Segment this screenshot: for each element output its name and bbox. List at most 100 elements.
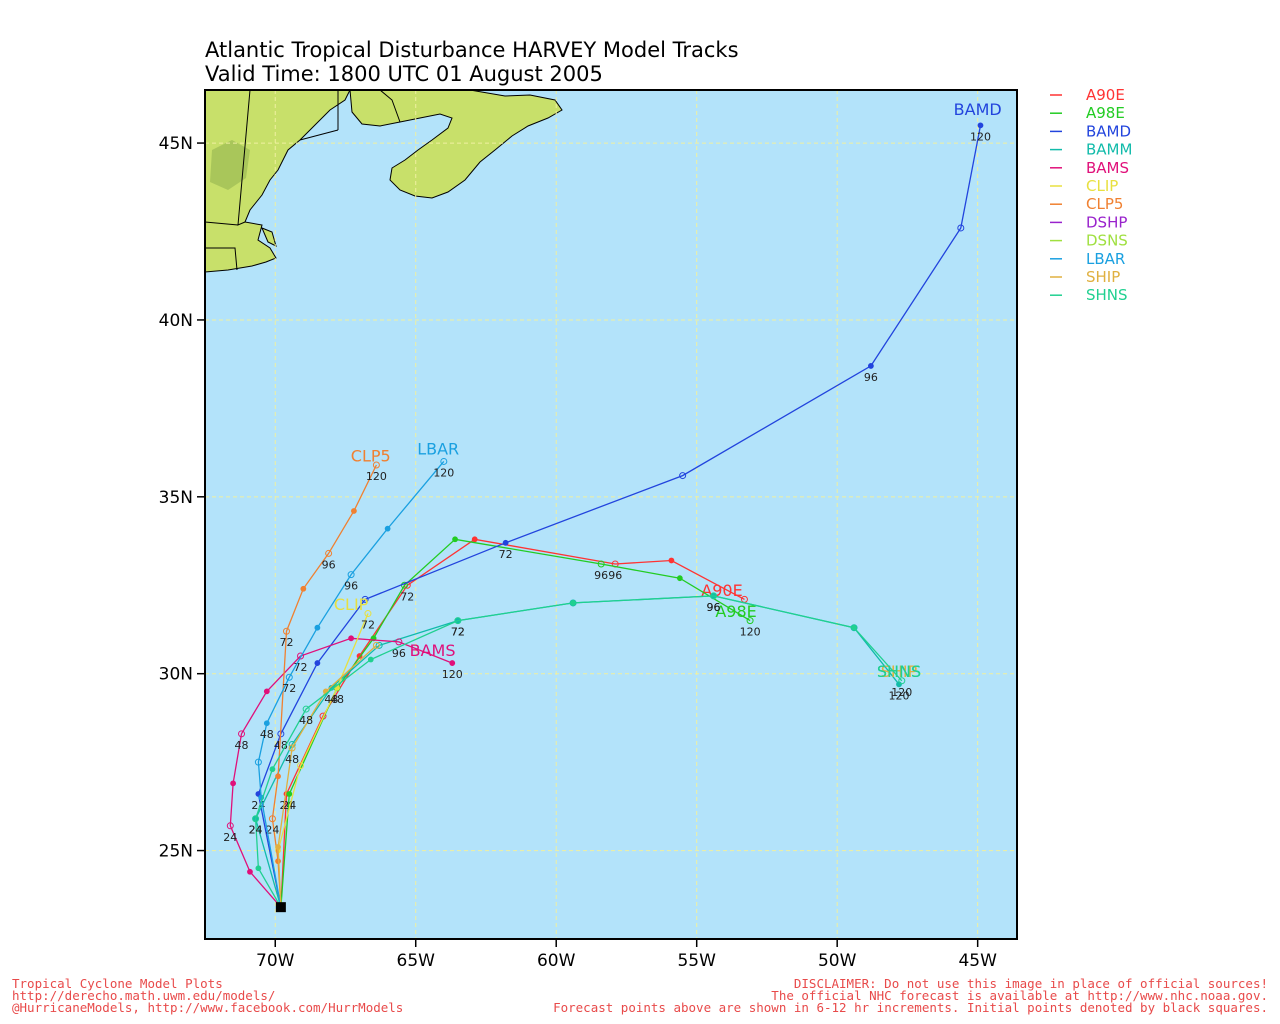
forecast-hour-label: 72: [451, 626, 465, 639]
legend-item-dshp: DSHP: [1086, 213, 1127, 231]
initial-point-marker: [275, 902, 286, 913]
track-point: [679, 472, 687, 480]
track-name-label: A98E: [715, 602, 756, 621]
forecast-hour-label: 96: [707, 601, 721, 614]
track-point: [850, 624, 858, 632]
legend-item-clp5: CLP5: [1086, 195, 1123, 213]
track-point: [275, 844, 281, 850]
track-point: [957, 224, 965, 232]
forecast-hour-label: 48: [260, 728, 274, 741]
forecast-hour-label: 72: [294, 661, 308, 674]
track-point: [395, 638, 403, 646]
legend-item-bamm: BAMM: [1086, 141, 1132, 159]
forecast-hour-label: 48: [285, 753, 299, 766]
track-point: [570, 600, 576, 606]
forecast-hour-label: 120: [433, 466, 454, 479]
track-name-label: LBAR: [417, 439, 459, 458]
track-point: [471, 536, 478, 543]
forecast-hour-label: 24: [282, 799, 296, 812]
forecast-hour-label: 120: [891, 686, 912, 699]
forecast-hour-label: 24: [249, 824, 263, 837]
track-point: [977, 122, 984, 129]
track-point: [597, 560, 605, 568]
forecast-hour-label: 96: [392, 647, 406, 660]
y-tick-label: 30N: [159, 665, 193, 685]
legend-item-dsns: DSNS: [1086, 232, 1128, 250]
track-point: [238, 730, 246, 738]
y-tick-label: 35N: [159, 488, 193, 508]
legend-item-lbar: LBAR: [1086, 250, 1125, 268]
track-point: [746, 617, 754, 625]
track-name-label: CLIP: [334, 595, 369, 614]
legend-item-bams: BAMS: [1086, 159, 1129, 177]
y-tick-label: 45N: [159, 134, 193, 154]
track-point: [867, 363, 874, 369]
track-point: [254, 758, 262, 766]
track-point: [297, 652, 305, 660]
footer-right-line3: Forecast points above are shown in 6-12 …: [553, 1000, 1268, 1015]
legend: A90EA98EBAMDBAMMBAMSCLIPCLP5DSHPDSNSLBAR…: [1050, 86, 1132, 304]
forecast-hour-label: 72: [279, 636, 293, 649]
forecast-hour-label: 72: [499, 548, 513, 561]
forecast-hour-label: 72: [451, 626, 465, 639]
forecast-hour-label: 72: [361, 619, 375, 632]
track-name-label: SHNS: [877, 662, 921, 681]
forecast-hour-label: 96: [344, 580, 358, 593]
track-shns: 24 48 72 96 120 SHNS: [249, 592, 921, 908]
forecast-hour-label: 48: [299, 714, 313, 727]
track-point: [454, 617, 462, 625]
model-tracks: 247296A90E2496120A98E24487296120BAMD2448…: [223, 100, 1002, 913]
forecast-hour-label: 96: [322, 558, 336, 571]
track-point: [440, 457, 448, 465]
land-layer: [205, 90, 563, 273]
track-point: [247, 868, 253, 875]
forecast-hour-label: 48: [330, 693, 344, 706]
map-title-line1: Atlantic Tropical Disturbance HARVEY Mod…: [205, 38, 739, 62]
x-tick-label: 70W: [256, 951, 295, 971]
track-point: [452, 536, 458, 543]
x-axis-ticks: 70W 65W 60W 55W 50W 45W: [256, 939, 997, 971]
forecast-hour-label: 24: [249, 824, 263, 837]
forecast-hour-label: 72: [400, 590, 414, 603]
x-tick-label: 50W: [818, 951, 857, 971]
track-point: [898, 677, 906, 685]
track-point: [288, 744, 296, 752]
track-clip: 48 72 CLIP: [275, 595, 375, 908]
track-bams: 24 48 72 96 120 BAMS: [223, 635, 463, 908]
track-point: [502, 539, 509, 546]
forecast-hour-label: 96: [594, 569, 608, 582]
plot-frame: [204, 89, 1018, 940]
x-tick-label: 55W: [677, 951, 716, 971]
track-line-lbar: [257, 460, 445, 908]
footer-right-line2: The official NHC forecast is available a…: [771, 988, 1268, 1003]
track-point: [300, 585, 307, 592]
track-bamd: 24 48 72 96 120 BAMD: [251, 100, 1002, 908]
track-point: [297, 762, 305, 770]
state-borders: [205, 90, 401, 271]
forecast-hour-label: 96: [864, 371, 878, 384]
track-point: [263, 720, 270, 727]
legend-item-a98e: A98E: [1086, 104, 1125, 122]
track-point: [314, 660, 321, 666]
track-point: [364, 610, 372, 618]
legend-item-clip: CLIP: [1086, 177, 1118, 195]
legend-item-a90e: A90E: [1086, 86, 1125, 104]
legend-item-bamd: BAMD: [1086, 122, 1131, 140]
forecast-hour-label: 48: [235, 739, 249, 752]
footer-left-line1: Tropical Cyclone Model Plots: [12, 976, 223, 991]
land-new-england-highlands: [210, 140, 250, 190]
track-point: [710, 592, 718, 600]
forecast-hour-label: 120: [442, 668, 463, 681]
track-name-label: BAMS: [410, 641, 456, 660]
track-name-label: SHNS: [877, 662, 921, 681]
track-point: [226, 822, 234, 830]
land-new-england: [205, 90, 351, 273]
track-lbar: 48 72 96 120 LBAR: [254, 439, 459, 908]
land-cape-cod: [261, 227, 277, 247]
y-axis-ticks: 25N 30N 35N 40N 45N: [159, 134, 205, 862]
track-line-a98e: [280, 538, 751, 908]
track-point: [230, 780, 236, 787]
track-point: [269, 766, 276, 773]
track-point: [268, 815, 276, 823]
